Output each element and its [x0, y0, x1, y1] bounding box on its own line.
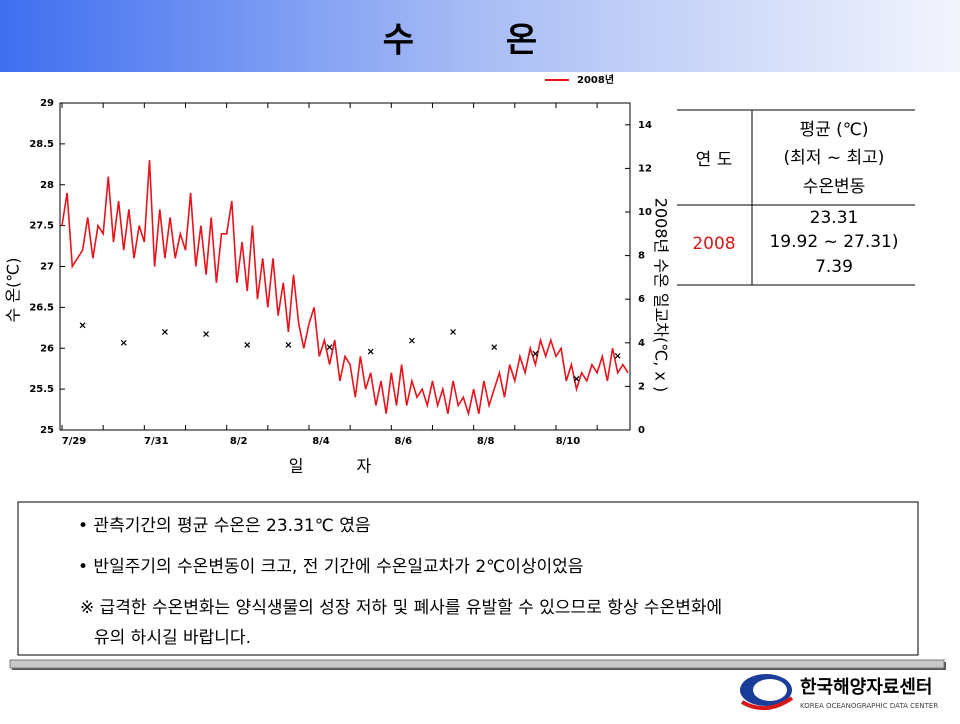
table-header: (최저 ~ 최고) — [784, 148, 885, 168]
range-marker — [285, 342, 292, 348]
y-tick-label: 26 — [40, 343, 54, 354]
range-marker — [450, 328, 456, 335]
y-tick-label: 29 — [40, 98, 54, 109]
logo-mark — [740, 696, 794, 710]
y2-tick-label: 2 — [638, 381, 645, 392]
table-cell: 23.31 — [810, 208, 859, 228]
y2-tick-label: 6 — [638, 294, 645, 305]
y-tick-label: 27.5 — [29, 221, 54, 232]
x-tick-label: 7/31 — [144, 436, 169, 447]
footer-bar — [9, 659, 945, 669]
x-axis-label: 일 자 — [289, 457, 396, 476]
plot-frame — [59, 102, 631, 431]
y-tick-label: 28 — [40, 180, 54, 191]
table-header: 평균 (℃) — [799, 120, 868, 140]
y2-tick-label: 10 — [638, 207, 652, 218]
x-tick-label: 8/2 — [230, 436, 248, 447]
logo-subtext: KOREA OCEANOGRAPHIC DATA CENTER — [800, 702, 938, 710]
y-axis-label: 수 온(℃) — [4, 258, 23, 323]
x-tick-label: 8/8 — [477, 436, 495, 447]
logo-text: 한국해양자료센터 — [800, 677, 932, 698]
range-marker — [367, 348, 374, 355]
logo-mark — [753, 679, 787, 701]
y-tick-label: 26.5 — [29, 302, 54, 313]
y-tick-label: 27 — [40, 262, 54, 273]
range-marker — [326, 344, 333, 351]
note: 유의 하시길 바랍니다. — [94, 628, 251, 648]
table-cell: 7.39 — [815, 257, 853, 277]
legend-label: 2008년 — [577, 73, 614, 86]
y2-tick-label: 14 — [638, 120, 652, 131]
range-marker — [532, 350, 539, 357]
table-header: 수온변동 — [803, 177, 866, 197]
x-tick-label: 8/10 — [556, 436, 581, 447]
y2-tick-label: 8 — [638, 251, 645, 262]
temperature-line — [61, 160, 629, 417]
range-marker — [203, 331, 209, 338]
range-marker — [79, 322, 86, 329]
x-tick-label: 7/29 — [62, 436, 87, 447]
summary-table — [677, 109, 915, 286]
note: • 관측기간의 평균 수온은 23.31℃ 였음 — [78, 516, 371, 536]
note: • 반일주기의 수온변동이 크고, 전 기간에 수온일교차가 2℃이상이었음 — [78, 557, 583, 577]
title-band — [0, 0, 960, 72]
y2-tick-label: 4 — [638, 338, 645, 349]
table-cell: 2008 — [692, 234, 735, 254]
y-tick-label: 25.5 — [29, 384, 54, 395]
range-marker — [408, 337, 415, 344]
range-marker — [120, 339, 127, 346]
x-tick-label: 8/4 — [312, 436, 330, 447]
range-marker — [161, 328, 168, 335]
note: ※ 급격한 수온변화는 양식생물의 성장 저하 및 폐사를 유발할 수 있으므로… — [80, 598, 722, 618]
chart: 25 25.5 26 26.5 27 27.5 28 28.5 29 0 2 4 6 8 10 12 14 7/2… — [4, 73, 671, 476]
x-tick-label: 8/6 — [395, 436, 413, 447]
y-tick-label: 28.5 — [29, 139, 54, 150]
range-marker — [491, 344, 498, 351]
range-marker — [244, 342, 251, 348]
y2-axis-label: 2008년 수온 일교차(℃, x ) — [652, 198, 671, 392]
table-cell: 19.92 ~ 27.31) — [769, 232, 898, 252]
range-marker — [614, 352, 621, 359]
range-marker — [573, 375, 580, 382]
y-tick-label: 25 — [40, 425, 54, 436]
notes-box — [17, 501, 919, 656]
y2-tick-label: 12 — [638, 163, 652, 174]
page-title: 수 온 — [383, 21, 577, 61]
y2-tick-label: 0 — [638, 425, 645, 436]
table-header: 연 도 — [696, 150, 733, 170]
